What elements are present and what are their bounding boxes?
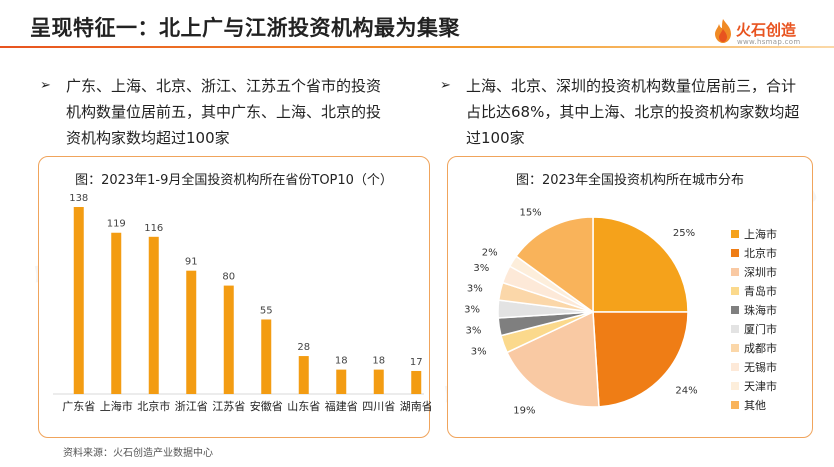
- bar: [186, 270, 197, 394]
- pie-slice: [592, 216, 689, 313]
- pie-value-label: 3%: [467, 283, 483, 294]
- logo-url: www.hsmap.com: [737, 38, 801, 46]
- legend-label: 珠海市: [744, 303, 777, 317]
- page-title: 呈现特征一：北上广与江浙投资机构最为集聚: [30, 16, 460, 40]
- pie-value-label: 3%: [464, 304, 480, 315]
- legend-label: 成都市: [744, 341, 777, 355]
- bar: [336, 369, 347, 394]
- legend-swatch: [731, 306, 739, 314]
- bar-value-label: 18: [372, 356, 385, 367]
- bar-value-label: 17: [410, 357, 423, 368]
- brand-logo: 火石创造 www.hsmap.com: [712, 18, 812, 46]
- legend-swatch: [731, 325, 739, 333]
- legend-swatch: [731, 287, 739, 295]
- bullet-right: ➢ 上海、北京、深圳的投资机构数量位居前三，合计占比达68%，其中上海、北京的投…: [440, 73, 805, 151]
- bullet-left: ➢ 广东、上海、北京、浙江、江苏五个省市的投资机构数量位居前五，其中广东、上海、…: [40, 73, 395, 151]
- pie-chart: 25% 24% 19% 3% 3% 3% 3% 3% 2% 15% 上海市北京市深圳市青岛市珠海市厦…: [464, 207, 777, 416]
- bar-value-label: 55: [260, 305, 273, 316]
- legend-swatch: [731, 249, 739, 257]
- legend-label: 深圳市: [744, 265, 777, 279]
- bar: [411, 370, 422, 394]
- pie-slice: [592, 311, 689, 408]
- legend-label: 上海市: [744, 227, 777, 241]
- bar: [73, 207, 84, 394]
- legend-label: 北京市: [744, 246, 777, 260]
- pie-value-label: 3%: [473, 263, 489, 274]
- logo-name: 火石创造: [736, 21, 797, 39]
- pie-value-label: 24%: [675, 385, 697, 396]
- x-tick-label: 浙江省: [175, 400, 208, 413]
- bar-value-label: 116: [144, 223, 163, 234]
- legend-swatch: [731, 344, 739, 352]
- bar-chart: 138 广东省 119 上海市 116 北京市 91 浙江省 80 江苏省 55 安徽省 28 山东省 18…: [53, 193, 431, 413]
- bar-value-label: 80: [222, 272, 235, 283]
- bar-value-label: 28: [297, 342, 310, 353]
- source-note: 资料来源：火石创造产业数据中心: [63, 448, 213, 459]
- bullet-left-text: 广东、上海、北京、浙江、江苏五个省市的投资机构数量位居前五，其中广东、上海、北京…: [66, 77, 382, 147]
- pie-slice: [515, 216, 594, 314]
- flame-icon: [715, 19, 731, 43]
- x-tick-label: 福建省: [325, 399, 358, 413]
- bar: [261, 319, 272, 394]
- legend-label: 厦门市: [744, 322, 777, 336]
- pie-value-label: 19%: [513, 405, 535, 416]
- x-tick-label: 江苏省: [212, 400, 245, 413]
- title-underline: [0, 46, 834, 48]
- bar-chart-panel: 图：2023年1-9月全国投资机构所在省份TOP10（个） 138 广东省 119 上…: [38, 156, 431, 438]
- pie-value-label: 15%: [519, 207, 541, 218]
- legend-swatch: [731, 363, 739, 371]
- bar: [373, 369, 384, 394]
- bullet-right-text: 上海、北京、深圳的投资机构数量位居前三，合计占比达68%，其中上海、北京的投资机…: [466, 77, 800, 147]
- pie-value-label: 3%: [471, 346, 487, 357]
- x-tick-label: 广东省: [62, 400, 95, 413]
- legend-swatch: [731, 382, 739, 390]
- bar-value-label: 18: [335, 356, 348, 367]
- legend-label: 青岛市: [744, 284, 777, 298]
- bar-value-label: 138: [69, 193, 88, 204]
- legend-label: 其他: [744, 399, 766, 412]
- pie-slice: [506, 310, 600, 408]
- pie-chart-title: 图：2023年全国投资机构所在城市分布: [515, 173, 745, 188]
- legend-swatch: [731, 401, 739, 409]
- pie-value-label: 3%: [466, 326, 482, 337]
- x-tick-label: 北京市: [137, 399, 170, 413]
- pie-value-label: 2%: [482, 247, 498, 258]
- x-tick-label: 上海市: [100, 399, 133, 413]
- legend-label: 天津市: [744, 379, 777, 393]
- bar: [223, 285, 234, 394]
- x-tick-label: 湖南省: [400, 400, 431, 413]
- legend-swatch: [731, 230, 739, 238]
- x-tick-label: 山东省: [287, 400, 320, 413]
- bar: [298, 356, 309, 394]
- pie-value-label: 25%: [673, 228, 695, 239]
- bar: [148, 236, 159, 394]
- legend-label: 无锡市: [744, 360, 777, 374]
- pie-chart-panel: 图：2023年全国投资机构所在城市分布 25% 24% 19% 3% 3% 3% 3% 3% 2…: [447, 156, 813, 438]
- bar-chart-title: 图：2023年1-9月全国投资机构所在省份TOP10（个）: [75, 173, 393, 188]
- legend-swatch: [731, 268, 739, 276]
- bullet-arrow-icon: ➢: [40, 78, 51, 93]
- x-tick-label: 四川省: [362, 400, 395, 413]
- bar-value-label: 91: [185, 257, 198, 268]
- header: 呈现特征一：北上广与江浙投资机构最为集聚: [0, 0, 834, 48]
- bullet-arrow-icon: ➢: [440, 78, 451, 93]
- x-tick-label: 安徽省: [250, 399, 283, 413]
- bar: [111, 232, 122, 394]
- bar-value-label: 119: [107, 219, 126, 230]
